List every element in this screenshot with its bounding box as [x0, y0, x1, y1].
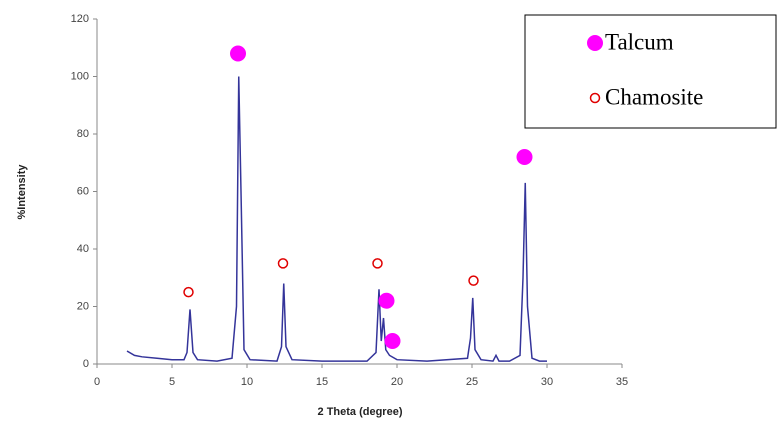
peak-marker	[384, 333, 401, 349]
peak-marker	[183, 286, 194, 298]
peak-marker	[277, 258, 289, 269]
legend-box	[524, 14, 777, 129]
peak-marker	[372, 258, 383, 269]
legend-marker	[587, 35, 603, 51]
peak-marker	[516, 149, 533, 165]
legend-label: Chamosite	[605, 84, 703, 109]
y-tick-label: 40	[77, 243, 89, 255]
y-tick-label: 120	[71, 13, 89, 25]
y-tick-label: 60	[77, 185, 89, 197]
y-tick-label: 80	[77, 128, 89, 140]
x-tick-label: 35	[616, 376, 628, 388]
x-tick-label: 0	[94, 376, 100, 388]
y-tick-label: 100	[71, 70, 89, 82]
y-tick-label: 20	[77, 300, 89, 312]
peak-marker	[468, 275, 479, 286]
x-tick-label: 15	[316, 376, 328, 388]
x-tick-label: 20	[391, 376, 403, 388]
pattern-line	[126, 76, 547, 362]
x-axis-label: 2 Theta (degree)	[318, 406, 403, 418]
y-axis-label: %Intensity	[16, 164, 28, 220]
x-tick-label: 5	[169, 376, 175, 388]
legend-label: Talcum	[605, 29, 674, 54]
peak-marker	[230, 45, 246, 62]
y-tick-label: 0	[83, 358, 89, 370]
legend-marker	[589, 92, 601, 104]
peak-marker	[378, 292, 395, 309]
x-tick-label: 30	[541, 376, 553, 388]
x-tick-label: 10	[241, 376, 253, 388]
x-tick-label: 25	[466, 376, 478, 388]
